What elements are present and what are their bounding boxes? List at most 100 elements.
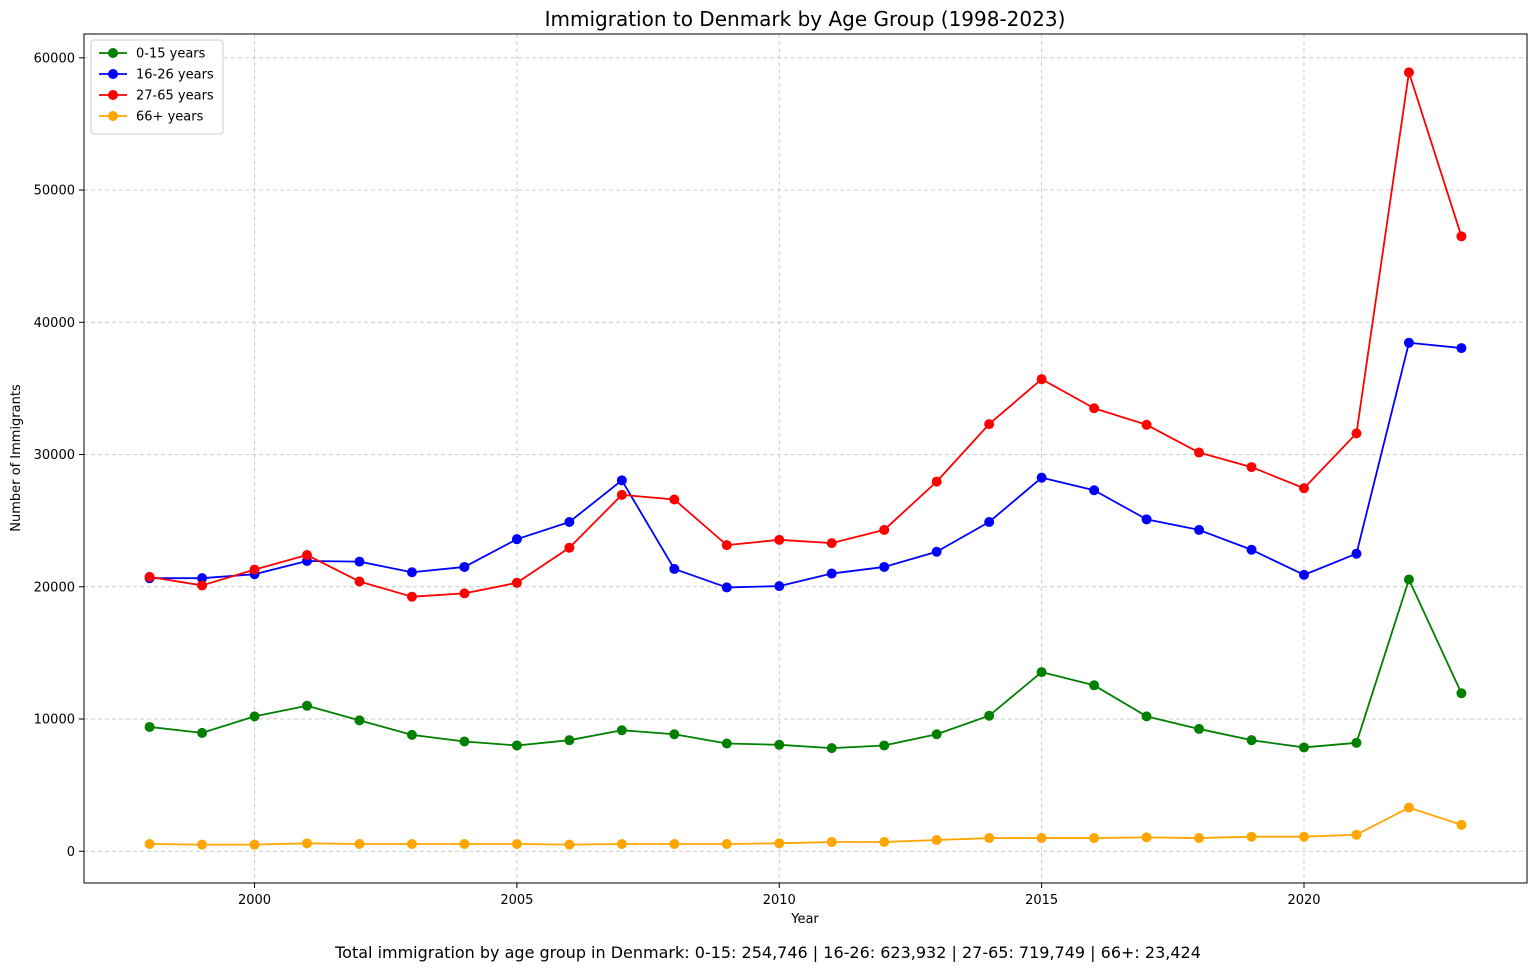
data-point bbox=[931, 476, 942, 487]
legend-marker bbox=[108, 69, 118, 79]
data-point bbox=[774, 838, 785, 849]
x-tick-label: 2015 bbox=[1025, 893, 1058, 908]
data-point bbox=[826, 837, 837, 848]
series-line bbox=[149, 71, 1463, 598]
data-point bbox=[354, 715, 365, 726]
y-tick-label: 50000 bbox=[34, 184, 75, 199]
data-point bbox=[1036, 667, 1047, 678]
data-point bbox=[511, 534, 522, 545]
data-point bbox=[1246, 831, 1257, 842]
legend-marker bbox=[108, 90, 118, 100]
data-point bbox=[197, 580, 208, 591]
series-16-26-years bbox=[144, 337, 1467, 593]
x-tick-label: 2005 bbox=[500, 893, 533, 908]
data-point bbox=[669, 494, 680, 505]
legend-label: 0-15 years bbox=[136, 47, 206, 62]
data-point bbox=[564, 839, 575, 850]
data-point bbox=[1298, 569, 1309, 580]
data-point bbox=[144, 571, 155, 582]
data-point bbox=[1456, 819, 1467, 830]
data-point bbox=[1246, 544, 1257, 555]
x-tick-label: 2010 bbox=[763, 893, 796, 908]
data-point bbox=[511, 838, 522, 849]
data-point bbox=[1403, 337, 1414, 348]
data-point bbox=[354, 576, 365, 587]
x-tick-label: 2000 bbox=[238, 893, 271, 908]
data-point bbox=[564, 735, 575, 746]
data-point bbox=[249, 711, 260, 722]
series-0-15-years bbox=[144, 574, 1467, 754]
data-point bbox=[144, 721, 155, 732]
data-point bbox=[984, 419, 995, 430]
data-point bbox=[1456, 231, 1467, 242]
y-tick-label: 40000 bbox=[34, 316, 75, 331]
data-point bbox=[1036, 472, 1047, 483]
data-point bbox=[564, 516, 575, 527]
data-point bbox=[1351, 548, 1362, 559]
data-point bbox=[1403, 574, 1414, 585]
series-line bbox=[149, 806, 1462, 846]
data-point bbox=[1403, 802, 1414, 813]
data-point bbox=[1456, 343, 1467, 354]
data-point bbox=[1194, 524, 1205, 535]
data-point bbox=[984, 710, 995, 721]
data-point bbox=[1246, 462, 1257, 473]
data-point bbox=[1089, 485, 1100, 496]
series-line bbox=[149, 341, 1462, 589]
data-point bbox=[197, 727, 208, 738]
y-tick-label: 10000 bbox=[34, 713, 75, 728]
legend-marker bbox=[108, 111, 118, 121]
data-point bbox=[984, 833, 995, 844]
data-point bbox=[931, 835, 942, 846]
data-point bbox=[459, 736, 470, 747]
grid bbox=[84, 34, 1527, 883]
data-point bbox=[721, 838, 732, 849]
data-point bbox=[564, 542, 575, 553]
data-point bbox=[1089, 680, 1100, 691]
y-tick-label: 60000 bbox=[34, 51, 75, 66]
data-point bbox=[1403, 67, 1414, 78]
data-point bbox=[721, 540, 732, 551]
data-point bbox=[1298, 483, 1309, 494]
data-point bbox=[616, 489, 627, 500]
data-point bbox=[774, 581, 785, 592]
data-point bbox=[249, 564, 260, 575]
data-point bbox=[197, 573, 208, 584]
legend-item: 27-65 years bbox=[99, 89, 214, 104]
x-tick-label: 2020 bbox=[1287, 893, 1320, 908]
data-point bbox=[1036, 374, 1047, 385]
data-point bbox=[616, 725, 627, 736]
data-point bbox=[144, 838, 155, 849]
data-point bbox=[1141, 514, 1152, 525]
series-layer bbox=[144, 67, 1467, 850]
data-point bbox=[984, 516, 995, 527]
data-point bbox=[826, 568, 837, 579]
data-point bbox=[302, 838, 313, 849]
data-point bbox=[1456, 688, 1467, 699]
data-point bbox=[1194, 447, 1205, 458]
data-point bbox=[197, 839, 208, 850]
data-point bbox=[1298, 742, 1309, 753]
data-point bbox=[616, 838, 627, 849]
data-point bbox=[931, 729, 942, 740]
data-point bbox=[774, 534, 785, 545]
data-point bbox=[406, 591, 417, 602]
data-point bbox=[1141, 832, 1152, 843]
data-point bbox=[826, 743, 837, 754]
legend-marker bbox=[108, 48, 118, 58]
legend-frame bbox=[90, 39, 224, 135]
chart-footnote: Total immigration by age group in Denmar… bbox=[334, 943, 1201, 962]
data-point bbox=[406, 838, 417, 849]
y-tick-label: 0 bbox=[67, 845, 75, 860]
data-point bbox=[1089, 833, 1100, 844]
data-point bbox=[879, 524, 890, 535]
data-point bbox=[511, 577, 522, 588]
data-point bbox=[354, 556, 365, 567]
data-point bbox=[826, 538, 837, 549]
data-point bbox=[459, 561, 470, 572]
data-point bbox=[931, 546, 942, 557]
data-point bbox=[1194, 833, 1205, 844]
data-point bbox=[669, 838, 680, 849]
